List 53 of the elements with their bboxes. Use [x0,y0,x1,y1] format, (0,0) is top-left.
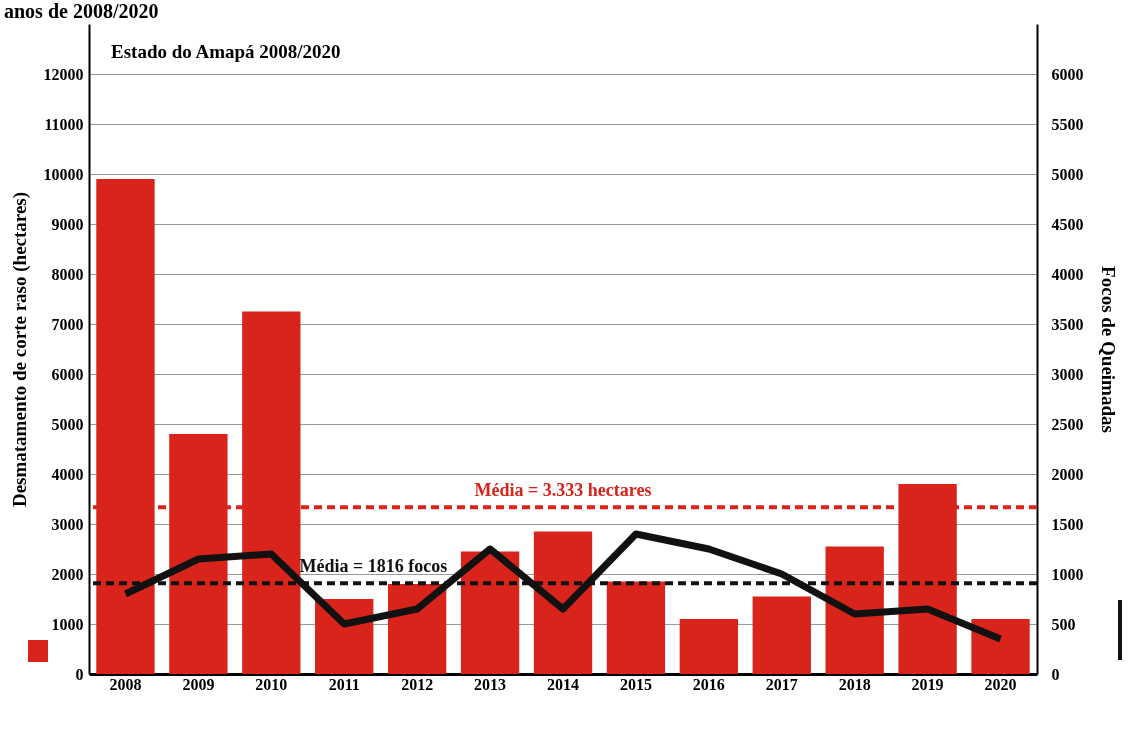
y-tick-label: 9000 [51,215,84,233]
text: anos de 2008/2020 [4,0,159,22]
y-tick-label: 3000 [51,515,84,533]
y2-tick-label: 1500 [1051,515,1084,533]
y-tick-label: 12000 [43,65,84,83]
y2-tick-label: 3000 [1051,365,1084,383]
y2-tick-label: 0 [1051,665,1060,683]
x-tick-label: 2020 [984,675,1017,693]
x-tick-label: 2016 [692,675,725,693]
y2-tick-label: 500 [1051,615,1076,633]
ref-line-label: Média = 1816 focos [299,556,448,577]
y-tick-label: 4000 [51,465,84,483]
y2-tick-label: 4500 [1051,215,1084,233]
bar [752,596,811,674]
y-tick-label: 5000 [51,415,84,433]
y-tick-label: 10000 [43,165,84,183]
bar [606,581,666,674]
y2-tick-label: 1000 [1051,565,1084,583]
x-tick-label: 2014 [547,675,579,693]
bar [387,584,447,674]
y2-tick-label: 2000 [1051,465,1084,483]
y-tick-label: 1000 [51,615,84,633]
y-tick-label: 6000 [51,365,84,383]
y2-axis-title: Focos de Queimadas [1097,266,1119,433]
y-tick-label: 0 [75,665,84,683]
ref-line-label: Média = 3.333 hectares [474,480,652,501]
x-tick-label: 2017 [765,675,798,693]
x-tick-label: 2012 [401,675,434,693]
x-tick-label: 2009 [182,675,215,693]
y2-tick-label: 2500 [1051,415,1084,433]
y-tick-label: 8000 [51,265,84,283]
text: Estado do Amapá 2008/2020 [111,41,341,62]
x-tick-label: 2010 [255,675,288,693]
y-tick-label: 7000 [51,315,84,333]
y2-tick-label: 4000 [1051,265,1084,283]
y-tick-label: 2000 [51,565,84,583]
bar [971,619,1030,674]
x-tick-label: 2013 [474,675,507,693]
y-tick-label: 11000 [44,115,84,133]
y2-tick-label: 5500 [1051,115,1084,133]
bar [533,531,593,674]
x-tick-label: 2015 [619,675,652,693]
x-tick-label: 2008 [109,675,142,693]
x-tick-label: 2018 [838,675,871,693]
y2-tick-label: 3500 [1051,315,1084,333]
bar [460,551,520,674]
bar [679,619,739,674]
x-tick-label: 2019 [911,675,944,693]
bar [825,546,884,674]
x-tick-label: 2011 [328,675,360,693]
y-axis-title: Desmatamento de corte raso (hectares) [8,191,31,508]
y2-tick-label: 6000 [1051,65,1084,83]
y2-tick-label: 5000 [1051,165,1084,183]
